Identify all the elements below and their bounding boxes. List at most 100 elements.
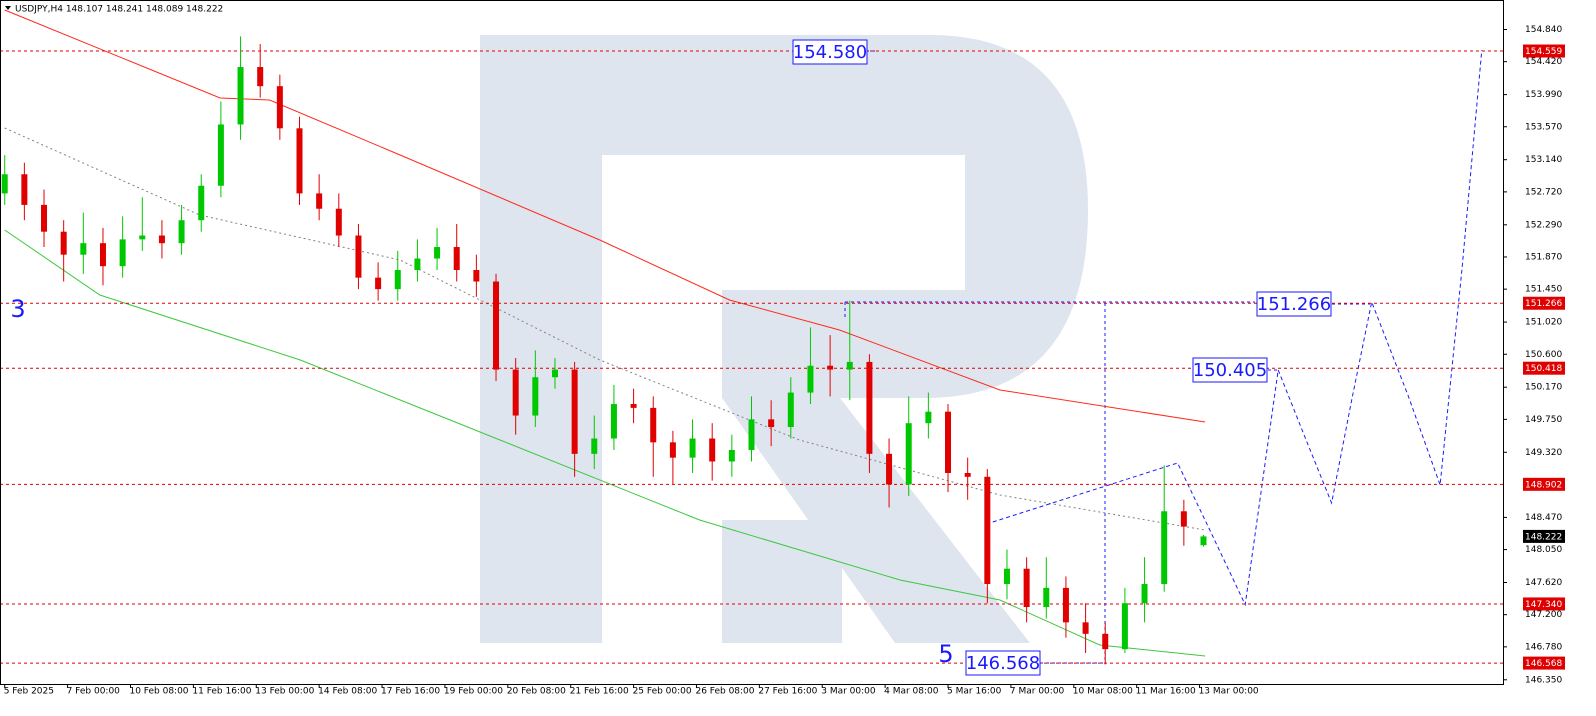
- candle-body: [139, 235, 146, 240]
- candle-body: [296, 128, 303, 194]
- y-tick-label: 153.570: [1525, 122, 1562, 132]
- candle-body: [355, 235, 362, 278]
- candle-body: [316, 193, 323, 209]
- watermark-stem: [480, 35, 602, 643]
- y-tick-label: 146.780: [1525, 642, 1562, 652]
- series-line: [992, 49, 1483, 607]
- x-tick-label: 11 Feb 16:00: [192, 687, 251, 697]
- y-tick-label: 154.840: [1525, 25, 1562, 35]
- price-box-label: 150.405: [1193, 360, 1267, 381]
- x-tick-label: 26 Feb 08:00: [695, 687, 754, 697]
- watermark-foot: [722, 520, 842, 643]
- candle-body: [217, 124, 224, 186]
- candle-body: [1161, 511, 1168, 585]
- candle-body: [1, 174, 8, 194]
- x-tick-label: 27 Feb 16:00: [758, 687, 817, 697]
- x-tick-label: 19 Feb 00:00: [444, 687, 503, 697]
- candle-body: [1003, 568, 1010, 585]
- candle-body: [905, 423, 912, 485]
- y-tick-label: 151.450: [1525, 285, 1562, 295]
- y-tick-label: 152.290: [1525, 220, 1562, 230]
- candle-body: [728, 450, 735, 462]
- x-tick-label: 25 Feb 00:00: [633, 687, 692, 697]
- level-label: 147.340: [1525, 600, 1562, 610]
- candle-body: [709, 438, 716, 462]
- candle-body: [414, 258, 421, 270]
- watermark-bowl: [602, 35, 1088, 643]
- candle-body: [1121, 603, 1128, 650]
- level-label: 154.559: [1525, 47, 1562, 57]
- candle-body: [1141, 584, 1148, 604]
- candle-body: [827, 365, 834, 370]
- y-tick-label: 148.050: [1525, 545, 1562, 555]
- candle-body: [610, 404, 617, 439]
- level-tag: [1523, 44, 1565, 58]
- candle-body: [807, 365, 814, 393]
- level-tag: [1523, 597, 1565, 611]
- x-tick-label: 3 Mar 00:00: [821, 687, 876, 697]
- candle-body: [551, 369, 558, 378]
- plot-frame: [0, 0, 1504, 685]
- candle-body: [669, 442, 676, 458]
- candle-body: [748, 419, 755, 450]
- candle-body: [178, 220, 185, 244]
- x-tick-label: 4 Mar 08:00: [884, 687, 939, 697]
- candle-body: [99, 243, 106, 267]
- candle-body: [532, 377, 539, 416]
- candle-body: [591, 438, 598, 454]
- x-tick-label: 5 Mar 16:00: [947, 687, 1002, 697]
- candle-body: [60, 231, 67, 255]
- watermark: [480, 35, 1088, 643]
- candle-body: [198, 185, 205, 221]
- candle-body: [158, 235, 165, 244]
- x-tick-label: 21 Feb 16:00: [570, 687, 629, 697]
- y-tick-label: 146.350: [1525, 675, 1562, 685]
- y-tick-label: 152.720: [1525, 187, 1562, 197]
- menu-icon: [5, 6, 11, 10]
- level-tag: [1523, 656, 1565, 670]
- y-tick-label: 151.870: [1525, 252, 1562, 262]
- candle-body: [846, 361, 853, 370]
- candle-body: [434, 247, 441, 259]
- x-tick-label: 20 Feb 08:00: [507, 687, 566, 697]
- candle-body: [1023, 568, 1030, 608]
- candle-body: [276, 86, 283, 129]
- plot: [0, 9, 1503, 665]
- candle-body: [866, 361, 873, 454]
- x-tick-label: 11 Mar 16:00: [1136, 687, 1196, 697]
- candle-body: [571, 369, 578, 454]
- candle-body: [964, 472, 971, 477]
- current-price-label: 148.222: [1525, 532, 1562, 542]
- level-label: 148.902: [1525, 480, 1562, 490]
- candle-body: [375, 277, 382, 290]
- candle-body: [119, 239, 126, 267]
- price-box: [792, 39, 868, 65]
- x-tick-label: 17 Feb 16:00: [381, 687, 440, 697]
- candle-body: [473, 270, 480, 282]
- y-tick-label: 149.320: [1525, 448, 1562, 458]
- x-tick-label: 13 Feb 00:00: [255, 687, 314, 697]
- candle-body: [689, 438, 696, 458]
- chart-title: USDJPY,H4 148.107 148.241 148.089 148.22…: [15, 5, 223, 15]
- candle-body: [768, 419, 775, 428]
- candle-body: [1102, 633, 1109, 650]
- series-line: [4, 9, 1206, 423]
- candle-body: [493, 281, 500, 370]
- candle-body: [80, 243, 87, 255]
- candle-body: [1082, 622, 1089, 634]
- candle-body: [787, 392, 794, 428]
- x-tick-label: 13 Mar 00:00: [1199, 687, 1259, 697]
- candle-body: [984, 476, 991, 585]
- candle-body: [886, 453, 893, 485]
- y-tick-label: 151.020: [1525, 318, 1562, 328]
- candle-body: [512, 369, 519, 416]
- x-tick-label: 10 Mar 08:00: [1073, 687, 1133, 697]
- candle-body: [1180, 511, 1187, 527]
- forecast-guides: [844, 50, 1370, 664]
- y-tick-label: 148.470: [1525, 513, 1562, 523]
- candle-body: [1062, 587, 1069, 623]
- candle-body: [335, 208, 342, 236]
- y-tick-label: 150.170: [1525, 383, 1562, 393]
